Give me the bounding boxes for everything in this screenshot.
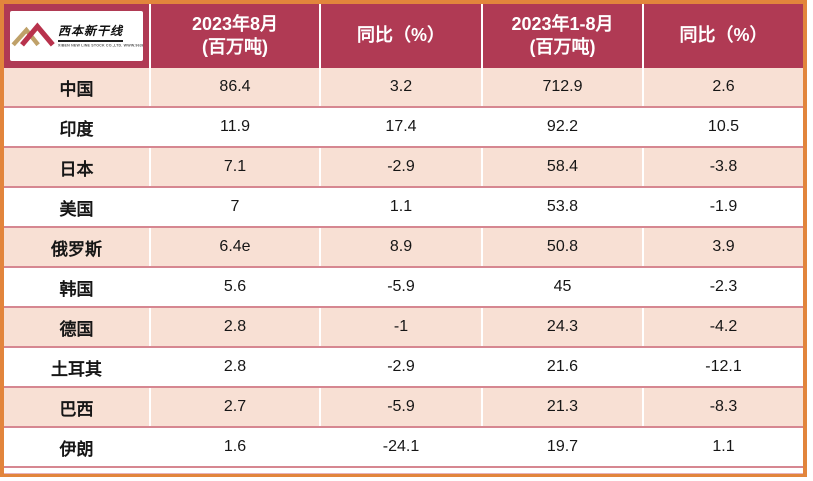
aug-yoy-cell: -1: [321, 308, 483, 346]
cum-volume-cell: 712.9: [483, 68, 644, 106]
cum-volume-cell: 58.4: [483, 148, 644, 186]
cum-yoy-cell: -3.8: [709, 158, 738, 175]
mountain-logo-icon: [11, 22, 55, 47]
column-header-line: 2023年8月: [191, 13, 279, 34]
aug-yoy-cell: -24.1: [321, 428, 483, 466]
aug-yoy-cell: 1.1: [321, 188, 483, 226]
aug-volume-cell: 2.7: [151, 388, 321, 426]
column-header-line: (百万吨): [202, 37, 268, 57]
table-header-row: 西本新干线 XIBEN NEW LINE STOCK CO.,LTD. WWW.…: [4, 4, 803, 68]
aug-volume-cell: 2.8: [151, 348, 321, 386]
cum-yoy-cell: 1.1: [712, 438, 735, 455]
aug-yoy-cell: -2.9: [321, 148, 483, 186]
logo-subtext: XIBEN NEW LINE STOCK CO.,LTD. WWW.96369.…: [58, 43, 143, 48]
column-header-cum-yoy: 同比（%）: [679, 25, 768, 46]
cum-volume-cell: 21.3: [483, 388, 644, 426]
country-cell: 韩国: [4, 268, 151, 306]
country-cell: 土耳其: [4, 348, 151, 386]
cum-volume-cell: 50.8: [483, 228, 644, 266]
country-cell: 巴西: [4, 388, 151, 426]
aug-volume-cell: 5.6: [151, 268, 321, 306]
country-cell: 德国: [4, 308, 151, 346]
cum-volume-cell: 53.8: [483, 188, 644, 226]
table-row-india: 印度 11.9 17.4 92.2 10.5: [4, 108, 803, 148]
cum-yoy-cell: -8.3: [709, 398, 738, 415]
aug-yoy-cell: -5.9: [321, 268, 483, 306]
country-cell: 中国: [4, 68, 151, 106]
logo-text: 西本新干线 XIBEN NEW LINE STOCK CO.,LTD. WWW.…: [58, 24, 143, 49]
table-row-iran: 伊朗 1.6 -24.1 19.7 1.1: [4, 428, 803, 468]
column-header-line: 2023年1-8月: [511, 13, 614, 34]
aug-yoy-cell: -5.9: [321, 388, 483, 426]
cum-volume-cell: 19.7: [483, 428, 644, 466]
table-row-germany: 德国 2.8 -1 24.3 -4.2: [4, 308, 803, 348]
cum-volume-cell: 24.3: [483, 308, 644, 346]
aug-volume-cell: 2.8: [151, 308, 321, 346]
table-row-russia: 俄罗斯 6.4e 8.9 50.8 3.9: [4, 228, 803, 268]
cum-yoy-cell: -2.3: [709, 278, 738, 295]
aug-volume-cell: 7: [151, 188, 321, 226]
cum-yoy-cell: -12.1: [705, 358, 742, 375]
aug-volume-cell: 86.4: [151, 68, 321, 106]
table-row-turkey: 土耳其 2.8 -2.9 21.6 -12.1: [4, 348, 803, 388]
table-row-usa: 美国 7 1.1 53.8 -1.9: [4, 188, 803, 228]
aug-volume-cell: 6.4e: [151, 228, 321, 266]
country-cell: 印度: [4, 108, 151, 146]
logo-header-cell: 西本新干线 XIBEN NEW LINE STOCK CO.,LTD. WWW.…: [4, 4, 151, 68]
xiben-logo: 西本新干线 XIBEN NEW LINE STOCK CO.,LTD. WWW.…: [10, 11, 143, 61]
aug-volume-cell: 1.6: [151, 428, 321, 466]
table-bottom-strip: [4, 468, 803, 474]
column-header-cum-volume: 2023年1-8月 (百万吨): [483, 4, 644, 68]
column-header-aug-yoy: 同比（%）: [321, 4, 483, 68]
aug-volume-cell: 11.9: [151, 108, 321, 146]
cum-yoy-cell: -4.2: [709, 318, 738, 335]
country-cell: 伊朗: [4, 428, 151, 466]
cum-yoy-cell: 2.6: [712, 78, 735, 95]
table-row-brazil: 巴西 2.7 -5.9 21.3 -8.3: [4, 388, 803, 428]
country-cell: 俄罗斯: [4, 228, 151, 266]
cum-yoy-cell: 3.9: [712, 238, 735, 255]
country-cell: 日本: [4, 148, 151, 186]
aug-yoy-cell: 17.4: [321, 108, 483, 146]
aug-volume-cell: 7.1: [151, 148, 321, 186]
column-header-aug-volume: 2023年8月 (百万吨): [151, 4, 321, 68]
table-row-china: 中国 86.4 3.2 712.9 2.6: [4, 68, 803, 108]
cum-yoy-cell: 10.5: [707, 118, 740, 135]
aug-yoy-cell: 3.2: [321, 68, 483, 106]
table-row-japan: 日本 7.1 -2.9 58.4 -3.8: [4, 148, 803, 188]
cum-volume-cell: 92.2: [483, 108, 644, 146]
aug-yoy-cell: -2.9: [321, 348, 483, 386]
column-header-line: (百万吨): [529, 37, 596, 57]
table-row-south-korea: 韩国 5.6 -5.9 45 -2.3: [4, 268, 803, 308]
cum-volume-cell: 21.6: [483, 348, 644, 386]
cum-volume-cell: 45: [483, 268, 644, 306]
aug-yoy-cell: 8.9: [321, 228, 483, 266]
country-cell: 美国: [4, 188, 151, 226]
logo-name: 西本新干线: [58, 24, 124, 43]
cum-yoy-cell: -1.9: [709, 198, 738, 215]
